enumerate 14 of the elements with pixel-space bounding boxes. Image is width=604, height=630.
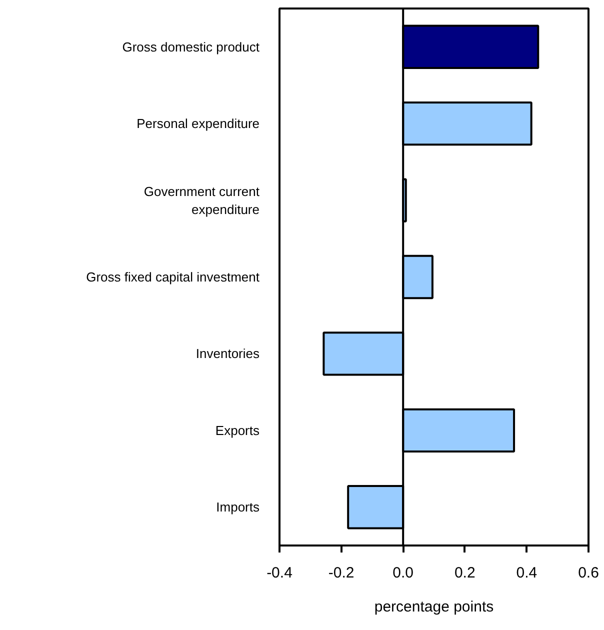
x-tick-label: 0.0 (392, 564, 414, 582)
y-tick-label: Exports (215, 422, 260, 438)
x-tick-label: -0.4 (266, 564, 292, 582)
x-axis-title: percentage points (374, 598, 494, 616)
x-tick-label: -0.2 (328, 564, 354, 582)
y-tick-label: Gross domestic product (122, 39, 260, 54)
y-tick-label: Imports (216, 500, 260, 515)
x-tick-label: 0.4 (516, 564, 538, 582)
y-tick-label: Gross fixed capital investment (86, 270, 260, 284)
x-tick-label: 0.2 (454, 564, 476, 582)
x-tick-label: 0.6 (578, 564, 599, 582)
y-tick-label: Personal expenditure (136, 116, 260, 132)
y-tick-label: Inventories (196, 346, 260, 362)
y-tick-label: Government current expenditure (144, 184, 260, 217)
